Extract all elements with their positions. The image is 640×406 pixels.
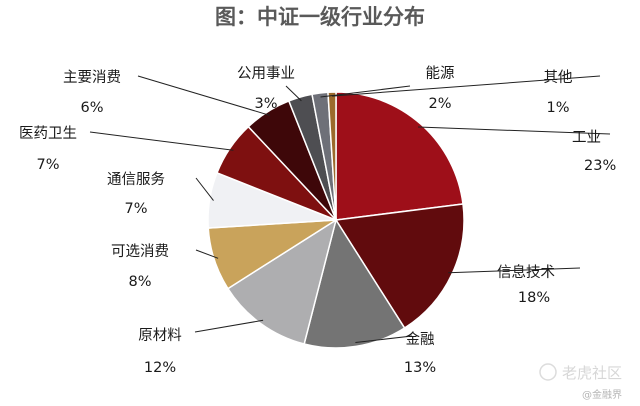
slice-value-3: 13% (404, 360, 436, 376)
slice-label-4: 原材料 (138, 327, 182, 344)
chart-title: 图：中证一级行业分布 (215, 5, 425, 29)
slice-value-10: 2% (428, 96, 451, 112)
slice-label-11: 其他 (544, 69, 573, 86)
leader-line-4 (194, 319, 264, 333)
slice-value-1: 23% (584, 158, 616, 174)
pie-slice-2 (334, 203, 465, 330)
leader-line-1 (417, 126, 611, 135)
slice-label-3: 金融 (406, 331, 435, 348)
pie-slice-11 (327, 91, 337, 221)
watermark-sub: @金融界 (582, 388, 622, 401)
slice-label-6: 通信服务 (107, 171, 165, 188)
pie-slices (207, 91, 465, 349)
slice-label-7: 医药卫生 (19, 125, 77, 142)
watermark-logo-icon (539, 363, 557, 381)
leader-line-3 (355, 335, 413, 343)
leader-line-11 (332, 75, 601, 97)
slice-label-1: 工业 (572, 129, 601, 146)
slice-label-9: 公用事业 (237, 65, 295, 82)
slice-value-8: 6% (80, 100, 103, 116)
slice-value-5: 8% (128, 274, 151, 290)
slice-value-9: 3% (254, 96, 277, 112)
leader-line-8 (137, 75, 270, 116)
pie-slice-1 (335, 91, 464, 221)
leader-line-2 (448, 267, 581, 274)
slice-label-8: 主要消费 (63, 69, 121, 86)
leader-lines (89, 75, 611, 343)
slice-labels: 工业 23% 信息技术 18% 金融 13% 原材料 12% 可选消费 8% 通信服务 7% 医药卫生 7… (19, 65, 616, 376)
slice-value-6: 7% (124, 201, 147, 217)
slice-label-2: 信息技术 (497, 264, 555, 281)
pie-slice-4 (226, 218, 338, 345)
pie-slice-3 (303, 218, 406, 349)
slice-value-11: 1% (546, 100, 569, 116)
leader-line-9 (285, 85, 302, 102)
leader-line-7 (89, 131, 234, 151)
slice-value-7: 7% (36, 157, 59, 173)
slice-value-2: 18% (518, 290, 550, 306)
leader-line-10 (320, 85, 411, 98)
watermark-brand: 老虎社区 (562, 364, 622, 382)
watermark: 老虎社区 @金融界 (539, 363, 622, 401)
leader-line-5 (195, 249, 219, 259)
slice-label-5: 可选消费 (111, 243, 169, 260)
slice-value-4: 12% (144, 360, 176, 376)
leader-line-6 (195, 177, 214, 201)
slice-label-10: 能源 (426, 65, 455, 82)
